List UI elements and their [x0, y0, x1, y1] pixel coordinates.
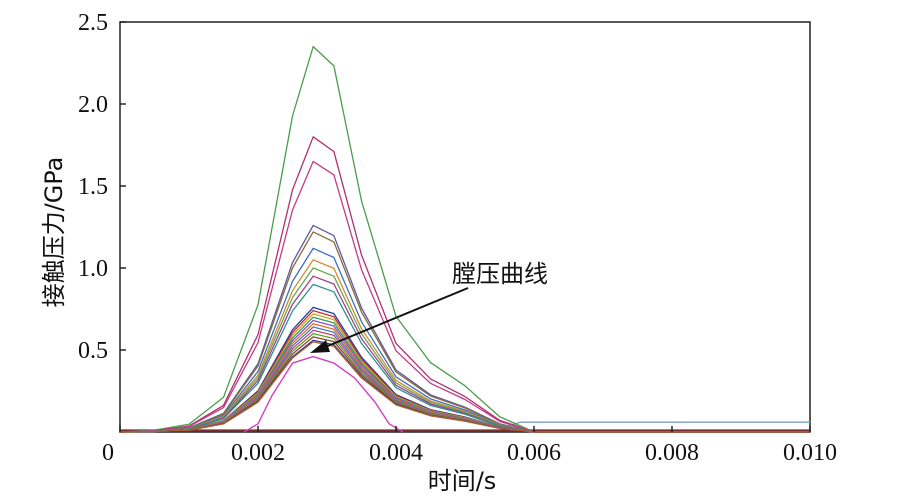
plot-background [119, 21, 811, 433]
annotation-label: 膛压曲线 [452, 260, 548, 288]
x-tick-label: 0.010 [783, 440, 837, 466]
y-tick-label: 1.0 [78, 256, 108, 282]
series-layer [119, 45, 810, 433]
x-tick-label: 0.004 [369, 440, 423, 466]
y-axis-title: 接触压力/GPa [40, 157, 68, 308]
x-tick-label: 0.002 [231, 440, 285, 466]
ticks-layer: 0 0.002 0.004 0.006 0.008 0.010 0.5 1.0 1.5 2.0 2.… [78, 10, 837, 466]
x-axis-title: 时间/s [428, 467, 497, 495]
x-tick-label: 0.006 [507, 440, 561, 466]
y-tick-label: 0.5 [78, 338, 108, 364]
y-tick-label: 2.0 [78, 92, 108, 118]
x-tick-label: 0.008 [645, 440, 699, 466]
y-tick-label: 1.5 [78, 174, 108, 200]
series-line-22 [119, 341, 810, 433]
annotation-arrow [317, 287, 469, 351]
x-tick-label: 0 [102, 440, 114, 466]
annotation-arrowhead [310, 340, 330, 353]
pressure-curve-series [243, 355, 404, 433]
y-tick-label: 2.5 [78, 10, 108, 36]
